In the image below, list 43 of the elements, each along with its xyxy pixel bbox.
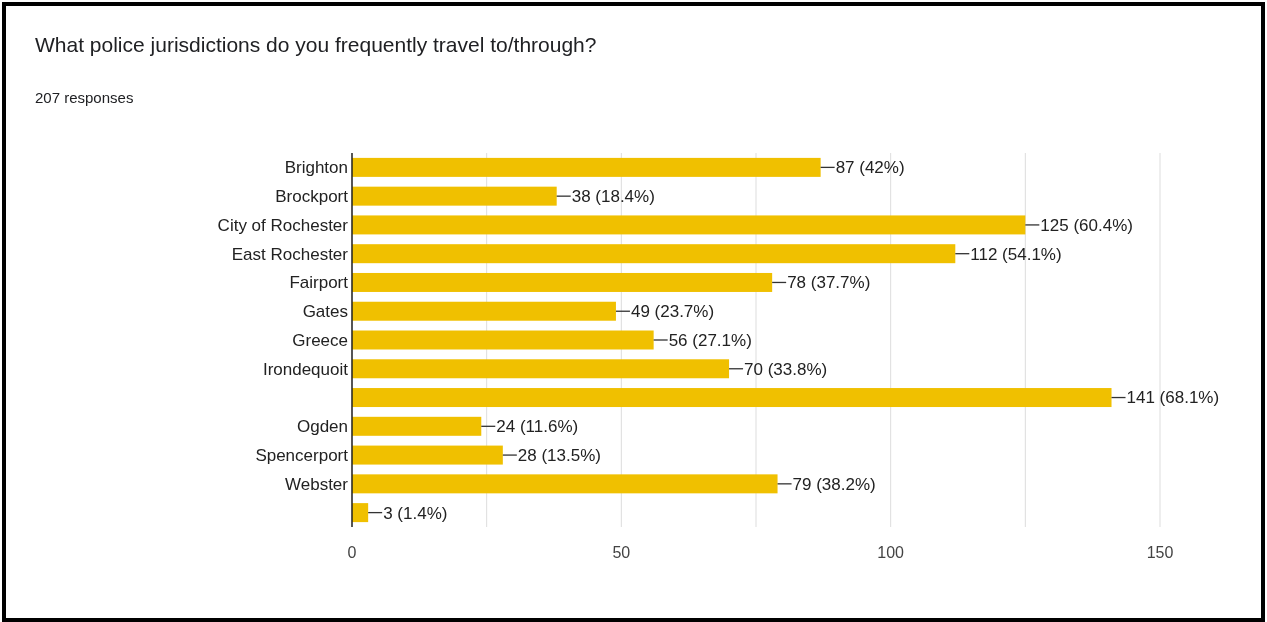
chart-title: What police jurisdictions do you frequently travel to/through? (35, 33, 597, 56)
bar (352, 244, 956, 264)
bar (352, 186, 557, 206)
bar (352, 445, 503, 465)
bar (352, 359, 730, 379)
data-label: 125 (60.4%) (1040, 215, 1133, 235)
data-label: 141 (68.1%) (1126, 388, 1220, 408)
data-label: 112 (54.1%) (970, 244, 1062, 264)
data-label: 87 (42%) (835, 158, 905, 178)
data-label: 3 (1.4%) (383, 503, 448, 523)
data-label: 78 (37.7%) (787, 273, 871, 293)
x-tick-label: 100 (877, 544, 905, 561)
data-label: 28 (13.5%) (517, 446, 601, 466)
y-tick-label: City of Rochester (217, 215, 349, 235)
bar (352, 330, 654, 350)
y-tick-label: Webster (285, 474, 349, 494)
x-tick-label: 150 (1146, 544, 1174, 561)
x-tick-label: 0 (347, 544, 357, 561)
y-tick-label: Fairport (289, 273, 349, 293)
bar (352, 215, 1026, 235)
text: 207 responses (35, 89, 134, 106)
data-label: 79 (38.2%) (792, 474, 876, 494)
y-tick-label: Gates (302, 302, 348, 322)
y-tick-label: Ogden (296, 417, 348, 437)
data-label: 38 (18.4%) (571, 187, 655, 207)
y-tick-label: East Rochester (231, 244, 349, 264)
bar (352, 157, 821, 177)
data-label: 70 (33.8%) (744, 359, 828, 379)
bar (352, 272, 773, 292)
y-tick-label: Irondequoit (262, 359, 349, 379)
bar (352, 474, 778, 494)
bar (352, 301, 616, 321)
x-tick-label: 50 (612, 544, 631, 561)
bar (352, 503, 369, 523)
y-tick-label: Greece (292, 330, 348, 350)
data-label: 56 (27.1%) (668, 330, 752, 350)
y-tick-label: Spencerport (255, 446, 349, 466)
bar (352, 416, 482, 436)
data-label: 49 (23.7%) (630, 302, 715, 322)
y-tick-label: Brockport (275, 187, 349, 207)
data-label: 24 (11.6%) (496, 417, 579, 437)
bar (352, 388, 1112, 408)
y-tick-label: Brighton (284, 158, 348, 178)
